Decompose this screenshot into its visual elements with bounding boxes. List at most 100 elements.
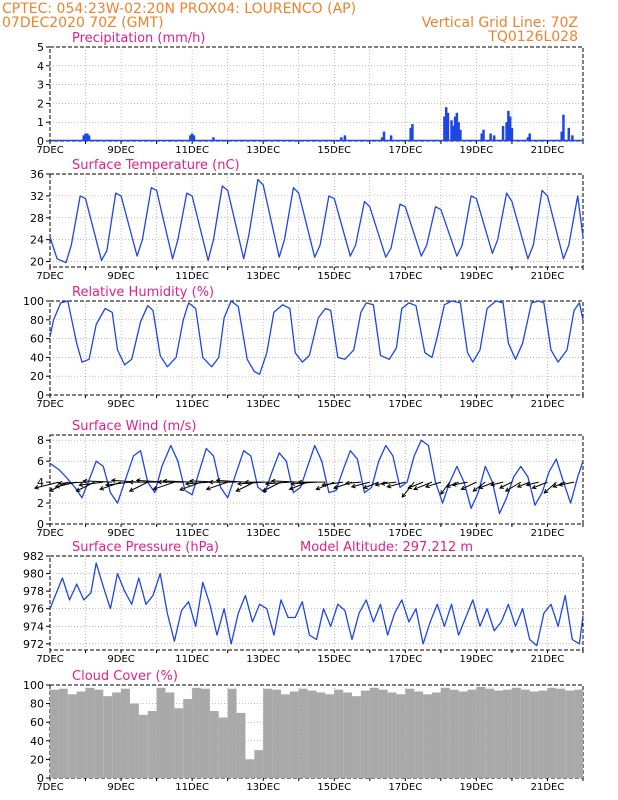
wind-arrow-head (350, 483, 356, 489)
wind-arrow-head (110, 478, 116, 483)
precip-bar (190, 133, 194, 141)
cloud-bar (209, 711, 219, 778)
wind-arrow-head (75, 487, 81, 492)
x-tick-label: 15DEC (317, 654, 351, 665)
wind-arrow-head (504, 487, 510, 492)
wind-arrow-head (315, 485, 321, 491)
wind-arrow-head (188, 478, 194, 484)
wind-arrow (407, 481, 424, 489)
series-line (49, 562, 584, 647)
wind-arrow-head (99, 486, 105, 491)
panel-4: 972 974 976 978 980 982 7DEC 9DEC 11DEC 13DEC 15DE… (23, 540, 584, 665)
y-tick-label: 4 (37, 476, 44, 489)
wind-arrow (401, 481, 415, 498)
precip-bar (444, 107, 448, 141)
x-tick-label: 19DEC (460, 782, 494, 793)
cloud-bar (387, 692, 397, 778)
x-tick-label: 7DEC (36, 654, 63, 665)
wind-arrow-head (48, 487, 54, 492)
wind-arrow (58, 481, 86, 484)
wind-arrow-head (333, 484, 339, 490)
x-tick-label: 17DEC (388, 399, 422, 410)
precip-bar (380, 137, 384, 141)
x-tick-label: 19DEC (460, 399, 494, 410)
y-tick-label: 32 (30, 190, 44, 203)
cloud-bar (547, 687, 557, 778)
x-tick-label: 9DEC (107, 654, 134, 665)
cloud-bar (352, 696, 361, 778)
precip-bar (340, 137, 343, 141)
cloud-bar (449, 689, 459, 778)
panel-title: Surface Temperature (nC) (72, 158, 240, 173)
cloud-bar (440, 687, 450, 778)
y-tick-label: 972 (23, 638, 44, 651)
wind-arrow (440, 481, 451, 495)
x-tick-label: 9DEC (107, 271, 134, 282)
wind-arrow-head (380, 481, 386, 486)
wind-arrow-head (262, 487, 267, 492)
wind-arrow (526, 481, 539, 486)
wind-arrow-head (33, 485, 39, 490)
precip-bar (382, 131, 386, 141)
y-tick-label: 28 (30, 212, 44, 225)
panel-title: Precipitation (mm/h) (72, 31, 205, 46)
wind-arrow-head (445, 483, 451, 488)
y-tick-label: 0 (37, 772, 44, 785)
cloud-bar (298, 688, 308, 778)
precip-bar (526, 137, 530, 141)
wind-arrow-head (235, 487, 241, 492)
y-tick-label: 80 (30, 698, 44, 711)
panel-title: Surface Wind (m/s) (72, 419, 196, 434)
precip-bar (453, 116, 457, 141)
precip-bar (411, 124, 414, 141)
precip-bar (482, 129, 485, 141)
x-tick-label: 11DEC (175, 399, 209, 410)
panel-frame (49, 555, 584, 651)
x-tick-label: 11DEC (175, 145, 209, 156)
y-tick-label: 100 (23, 679, 44, 692)
precip-bar (480, 133, 483, 141)
cloud-bar (85, 687, 95, 778)
series-line (49, 300, 584, 375)
x-tick-label: 13DEC (246, 145, 280, 156)
precip-bar (457, 122, 460, 141)
x-tick-label: 13DEC (246, 271, 280, 282)
cloud-bar (556, 688, 566, 778)
wind-arrow-head (152, 486, 158, 491)
cloud-bar (511, 687, 521, 778)
cloud-bar (334, 689, 344, 778)
precip-bar (450, 120, 453, 141)
panel-frame (49, 434, 584, 525)
cloud-bar (405, 688, 415, 778)
cloud-bar (396, 694, 406, 778)
cloud-bar (316, 692, 326, 778)
precip-bar (87, 135, 91, 141)
wind-arrow-head (270, 478, 276, 484)
cloud-bar (574, 689, 583, 778)
wind-arrow-head (205, 486, 211, 491)
wind-arrow-head (407, 484, 413, 490)
cloud-bar (201, 688, 210, 778)
x-tick-label: 13DEC (246, 654, 280, 665)
y-tick-label: 100 (23, 295, 44, 308)
wind-arrow-head (179, 486, 185, 491)
cloud-bar (165, 692, 175, 778)
wind-arrow-head (490, 482, 496, 487)
panel-frame (49, 173, 584, 268)
precip-bar (443, 116, 446, 141)
y-tick-label: 20 (30, 753, 44, 766)
x-tick-label: 21DEC (531, 654, 565, 665)
cloud-bar (227, 688, 237, 778)
x-tick-label: 19DEC (460, 271, 494, 282)
x-tick-label: 19DEC (460, 145, 494, 156)
cloud-bar (369, 687, 379, 778)
wind-arrow-head (344, 480, 350, 486)
wind-arrow (452, 481, 468, 486)
wind-arrow (265, 481, 290, 485)
cloud-bar (343, 692, 353, 778)
precip-bar (192, 135, 196, 141)
wind-arrow-head (264, 481, 270, 487)
y-tick-label: 2 (37, 97, 44, 110)
header-model-code: TQ0126L028 (487, 29, 578, 45)
wind-arrow-head (162, 478, 168, 484)
